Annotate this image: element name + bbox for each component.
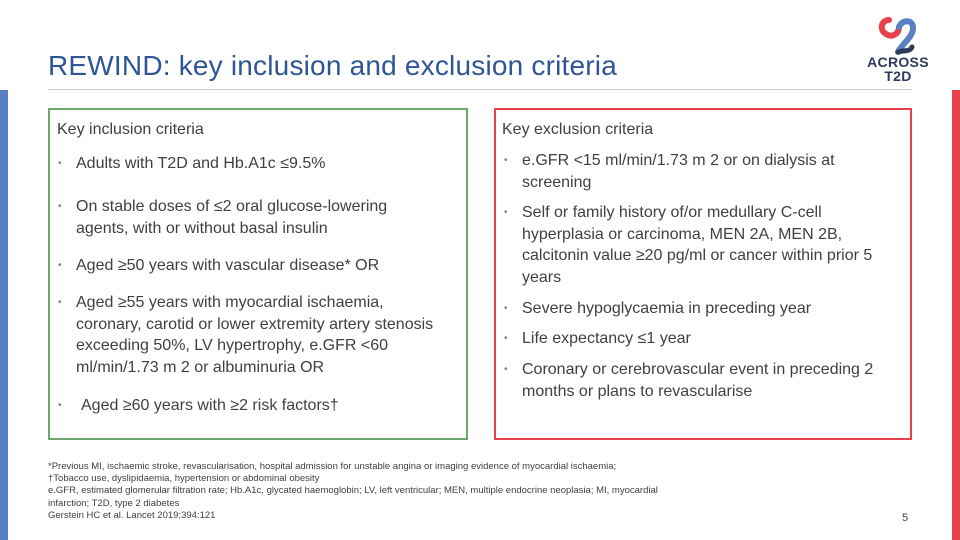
slide-title: REWIND: key inclusion and exclusion crit… [48,50,618,81]
inclusion-item-text: On stable doses of ≤2 oral glucose-lower… [76,198,388,237]
exclusion-item: • Coronary or cerebrovascular event in p… [504,359,904,402]
exclusion-criteria-box: Key exclusion criteria • e.GFR <15 ml/mi… [494,108,912,440]
inclusion-criteria-box: Key inclusion criteria • Adults with T2D… [48,108,468,440]
exclusion-item-text: Severe hypoglycaemia in preceding year [522,300,812,317]
inclusion-item: • Aged ≥55 years with myocardial ischaem… [58,292,453,378]
page-number: 5 [902,512,909,524]
inclusion-item-text: Adults with T2D and Hb.A1c ≤9.5% [76,155,326,172]
footnotes: *Previous MI, ischaemic stroke, revascul… [48,461,808,522]
footnote-line: infarction; T2D, type 2 diabetes [48,497,180,509]
bullet-icon: • [504,207,508,218]
inclusion-item: • Aged ≥50 years with vascular disease* … [58,255,453,277]
inclusion-item-text: Aged ≥60 years with ≥2 risk factors† [81,397,339,414]
logo-text: ACROSS T2D [862,55,934,83]
exclusion-item-text: e.GFR <15 ml/min/1.73 m 2 or on dialysis… [522,152,835,191]
exclusion-item-text: Life expectancy ≤1 year [522,330,691,347]
bullet-icon: • [58,201,62,212]
exclusion-item: • Self or family history of/or medullary… [504,202,904,288]
inclusion-item: • Adults with T2D and Hb.A1c ≤9.5% [58,153,453,175]
footnote-line: *Previous MI, ischaemic stroke, revascul… [48,461,617,472]
bullet-icon: • [58,297,62,308]
bullet-icon: • [58,260,62,271]
footnote-line: †Tobacco use, dyslipidaemia, hypertensio… [48,473,320,485]
inclusion-heading: Key inclusion criteria [57,121,204,138]
exclusion-item: • Severe hypoglycaemia in preceding year [504,298,904,320]
bullet-icon: • [504,333,508,344]
exclusion-item: • Life expectancy ≤1 year [504,328,904,350]
inclusion-item: • Aged ≥60 years with ≥2 risk factors† [58,395,453,417]
exclusion-item: • e.GFR <15 ml/min/1.73 m 2 or on dialys… [504,150,879,193]
inclusion-item-text: Aged ≥50 years with vascular disease* OR [76,257,380,274]
right-accent-bar [952,90,960,540]
logo-line-2: T2D [884,68,912,84]
exclusion-heading: Key exclusion criteria [502,121,654,138]
bullet-icon: • [58,158,62,169]
logo-line-1: ACROSS [867,54,929,70]
exclusion-item-text: Coronary or cerebrovascular event in pre… [522,361,874,400]
inclusion-item-text: Aged ≥55 years with myocardial ischaemia… [76,294,434,376]
title-divider [48,89,912,90]
bullet-icon: • [504,364,508,375]
bullet-icon: • [504,155,508,166]
exclusion-item-text: Self or family history of/or medullary C… [522,204,873,286]
footnote-line: e.GFR, estimated glomerular filtration r… [48,485,658,497]
across-t2d-logo [878,17,916,55]
footnote-line: Gerstein HC et al. Lancet 2019;394:121 [48,509,216,521]
left-accent-bar [0,90,8,540]
bullet-icon: • [58,400,62,411]
bullet-icon: • [504,303,508,314]
inclusion-item: • On stable doses of ≤2 oral glucose-low… [58,196,443,239]
